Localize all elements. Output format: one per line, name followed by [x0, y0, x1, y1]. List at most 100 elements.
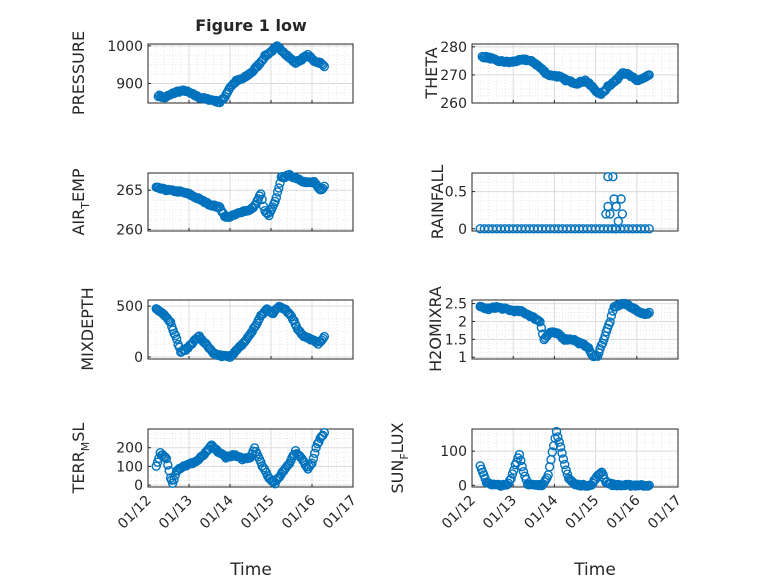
air_temp-data-point [209, 200, 220, 210]
h2omixra-ytick-label: 1.5 [445, 332, 467, 348]
mixdepth-data-point [319, 331, 329, 342]
theta-ytick-label: 260 [440, 96, 467, 112]
rainfall-data-point [640, 224, 650, 234]
sun_flux-ytick-label: 100 [440, 444, 467, 460]
terr_msl-data-point [258, 463, 269, 473]
terr_msl-data-point [161, 453, 172, 464]
theta-axes-frame [471, 43, 679, 104]
sun_flux-data-point [544, 462, 555, 472]
ylabel-terr-msl: TERRMSL [69, 423, 92, 495]
terr_msl-data-point [163, 460, 173, 470]
ylabel-air-temp-b: EMP [69, 168, 88, 202]
air_temp-ytick-label: 260 [116, 222, 143, 238]
ylabel-sun-sub: F [398, 453, 411, 459]
xlabel-left: Time [229, 560, 272, 580]
rainfall-data-point [616, 194, 626, 204]
terr_msl-axes-frame [147, 428, 354, 488]
pressure-data-point [319, 61, 329, 72]
subplot-h2omixra: 1 1.5 22.5 [445, 297, 679, 366]
ylabel-sun-a: SUN [388, 460, 407, 494]
subplot-sun-flux: 0 100 01/12 01/13 01/14 01/15 01/16 01/17 [439, 426, 685, 533]
ylabel-rainfall: RAINFALL [428, 165, 447, 240]
h2omixra-ytick-label: 2.5 [445, 297, 467, 313]
xtick-label: 01/17 [320, 493, 360, 533]
pressure-data-point [318, 60, 328, 70]
terr_msl-ytick-label: 200 [116, 441, 143, 457]
subplot-air-temp: 260 265 [116, 169, 354, 238]
xlabel-right: Time [573, 560, 616, 580]
terr_msl-ytick-label: 0 [134, 478, 143, 494]
mixdepth-axes-frame [147, 299, 354, 360]
subplot-rainfall: 00.5 [445, 171, 679, 238]
rainfall-data-point [603, 171, 613, 182]
ylabel-terr-a: TERR [69, 451, 88, 494]
sun_flux-data-point [547, 447, 557, 457]
air_temp-data-point [319, 181, 329, 192]
h2omixra-data-point [596, 340, 607, 350]
rainfall-data-point [644, 224, 654, 234]
sun_flux-data-point [562, 469, 573, 479]
terr_msl-data-point [151, 461, 161, 471]
h2omixra-ytick-label: 1 [458, 350, 467, 366]
pressure-data-point [316, 59, 327, 69]
terr_msl-data-point [312, 439, 323, 449]
air_temp-data-point [256, 189, 266, 199]
sun_flux-data-point [516, 455, 526, 466]
ylabel-mixdepth: MIXDEPTH [78, 287, 97, 370]
xtick-label: 01/14 [521, 492, 561, 532]
air_temp-data-point [257, 194, 267, 205]
sun_flux-data-point [560, 459, 570, 470]
air_temp-ytick-label: 265 [116, 183, 143, 199]
sun_flux-data-point [518, 467, 529, 477]
h2omixra-ytick-label: 2 [458, 314, 467, 330]
rainfall-data-point [611, 201, 621, 212]
ylabel-air-temp-a: AIR [69, 209, 88, 236]
ylabel-theta: THETA [422, 47, 441, 99]
air_temp-data-point [274, 183, 284, 193]
theta-data-point [644, 70, 654, 80]
terr_msl-data-point [169, 475, 179, 485]
pressure-data-point [270, 43, 280, 53]
air_temp-data-point [318, 183, 328, 194]
h2omixra-data-point [644, 307, 654, 318]
theta-ytick-label: 280 [440, 40, 467, 56]
ylabel-h2omixra: H2OMIXRA [426, 286, 445, 372]
ylabel-air-temp-sub: T [79, 202, 92, 210]
sun_flux-data-point [558, 454, 568, 464]
rainfall-ytick-label: 0 [458, 222, 467, 238]
xtick-label: 01/17 [645, 493, 685, 533]
h2omixra-data-point [605, 317, 615, 327]
h2omixra-data-point [532, 315, 543, 325]
air_temp-data-point [271, 192, 281, 203]
theta-ytick-label: 270 [440, 68, 467, 84]
xtick-label: 01/13 [156, 493, 196, 533]
ylabel-air-temp: AIRTEMP [69, 168, 92, 235]
rainfall-data-point [617, 209, 628, 219]
subplot-terr-msl: 0 100 200 01/12 01/13 01/14 01/15 01/16 01/17 [115, 428, 360, 533]
xtick-label: 01/13 [480, 493, 520, 533]
sun_flux-data-point [554, 437, 564, 447]
subplot-mixdepth: 0 500 [116, 299, 354, 366]
sun_flux-data-point [551, 426, 562, 437]
ylabel-sun-b: LUX [388, 422, 407, 453]
mixdepth-ytick-label: 500 [116, 299, 143, 315]
subplot-pressure: 900 1000 [107, 39, 354, 108]
sun_flux-data-point [555, 442, 566, 452]
ylabel-terr-b: SL [69, 423, 88, 442]
terr_msl-data-point [310, 448, 320, 458]
xtick-label: 01/14 [197, 492, 237, 532]
h2omixra-data-point [606, 311, 617, 321]
mixdepth-ytick-label: 0 [134, 350, 143, 366]
xtick-label: 01/12 [439, 493, 479, 533]
xtick-label: 01/12 [115, 493, 155, 533]
xtick-label: 01/15 [563, 493, 603, 533]
rainfall-data-point [610, 224, 621, 234]
air_temp-data-point [252, 196, 262, 206]
rainfall-ytick-label: 0.5 [445, 185, 467, 201]
sun_flux-data-point [514, 449, 525, 460]
sun_flux-data-point [561, 465, 571, 475]
ylabel-pressure: PRESSURE [69, 31, 88, 115]
pressure-ytick-label: 900 [116, 76, 143, 92]
sun_flux-data-point [594, 469, 604, 480]
terr_msl-data-point [152, 457, 163, 467]
